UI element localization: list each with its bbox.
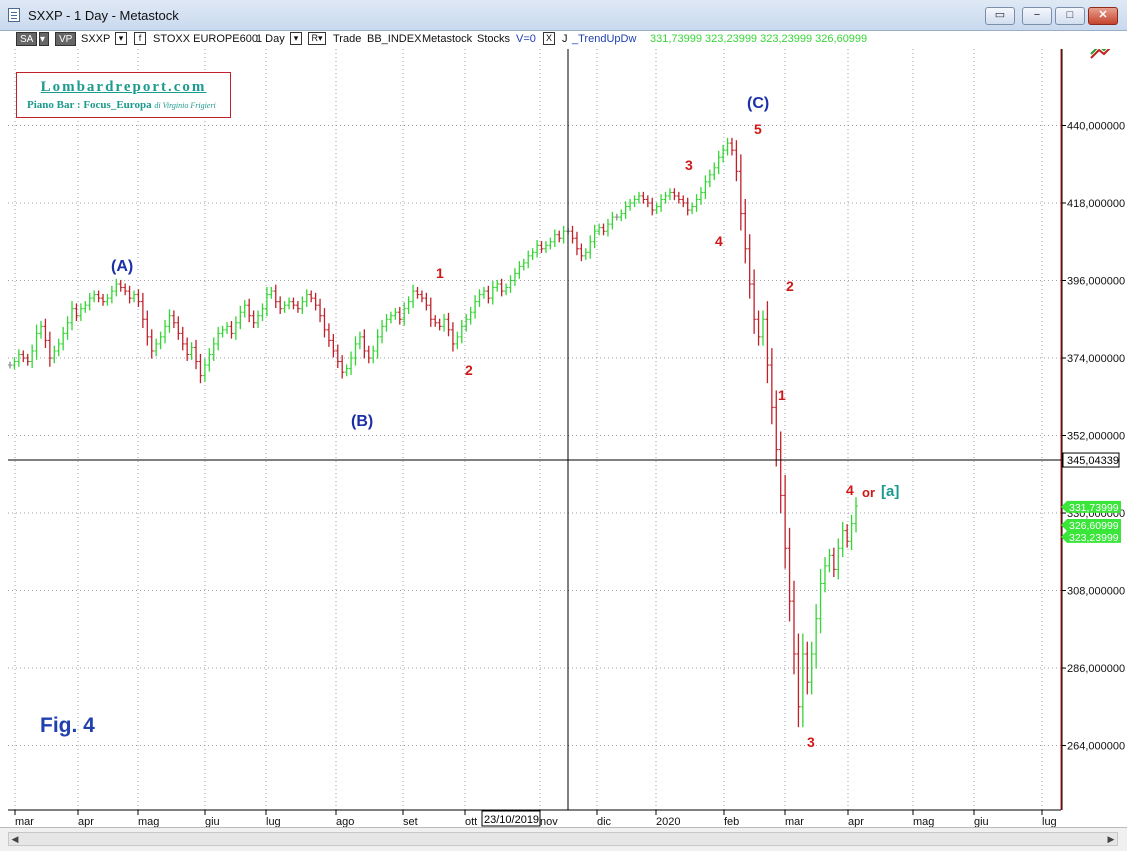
x-tick-label: 2020 — [656, 816, 680, 827]
wave-label-a-alt: [a] — [881, 483, 900, 500]
symbol-label[interactable]: SXXP — [81, 33, 111, 45]
price-tag-label: 323,23999 — [1069, 532, 1119, 544]
plot-area — [8, 49, 1061, 810]
restore-layout-button[interactable]: ▭ — [985, 7, 1015, 25]
wave-label-B: (B) — [351, 413, 374, 430]
x-tick-label: apr — [78, 816, 94, 827]
security-name: STOXX EUROPE600 — [153, 33, 258, 45]
x-tick-label: ott — [465, 816, 477, 827]
x-tick-label: ago — [336, 816, 354, 827]
volume-label: V=0 — [516, 33, 536, 45]
price-tag-label: 331,73999 — [1069, 502, 1119, 514]
maximize-button[interactable]: □ — [1055, 7, 1085, 25]
scroll-right-icon[interactable]: ▶ — [1107, 834, 1115, 844]
x-tick-label: giu — [205, 816, 220, 827]
crosshair-date-box — [481, 810, 541, 827]
trend-icon-green — [1090, 49, 1107, 55]
wave-label-A: (A) — [111, 258, 134, 275]
source-label: BB_INDEX — [367, 33, 422, 45]
indicator-values: 331,73999 323,23999 323,23999 326,60999 — [650, 33, 868, 45]
y-tick-label: 308,000000 — [1067, 586, 1125, 598]
sa-dropdown-icon[interactable]: ▾ — [39, 32, 49, 46]
period-dropdown-button[interactable]: ▾ — [290, 32, 302, 45]
window-titlebar: SXXP - 1 Day - Metastock ▭ − □ ✕ — [0, 0, 1127, 31]
x-tick-label: lug — [266, 816, 281, 827]
x-tick-label: feb — [724, 816, 739, 827]
market-label: Stocks — [477, 33, 511, 45]
x-tick-label: set — [403, 816, 418, 827]
period-label[interactable]: 1 Day — [256, 33, 285, 45]
y-tick-label: 286,000000 — [1067, 663, 1125, 675]
wave-label-1-first: 1 — [436, 265, 444, 281]
y-tick-label: 264,000000 — [1067, 741, 1125, 753]
minimize-button[interactable]: − — [1022, 7, 1052, 25]
logo-author: di Virginio Frigieri — [154, 101, 216, 110]
wave-label-1-decline: 1 — [778, 387, 786, 403]
status-bar: ◀ ▶ — [0, 827, 1127, 851]
wave-label-C: (C) — [747, 95, 770, 112]
crosshair-date-label: 23/10/2019 — [484, 814, 539, 826]
sa-button[interactable]: SA — [16, 32, 38, 46]
x-tick-label: lug — [1042, 816, 1057, 827]
price-tag-label: 326,60999 — [1069, 520, 1119, 532]
x-tick-label: giu — [974, 816, 989, 827]
vendor-label: Metastock — [422, 33, 473, 45]
wave-label-3-upper: 3 — [685, 157, 693, 173]
restore-icon: ▭ — [994, 9, 1006, 21]
price-chart[interactable]: 440,000000 418,000000 396,000000 374,000000… — [0, 49, 1127, 827]
logo-subtitle: Piano Bar : Focus_Europa di Virginio Fri… — [27, 99, 216, 111]
chart-toolbar: SA ▾ VP SXXP ▾ f STOXX EUROPE600 1 Day ▾… — [0, 31, 1127, 49]
price-tag — [1061, 500, 1121, 513]
formula-box-button[interactable]: f — [134, 32, 146, 45]
x-tick-label: mar — [15, 816, 34, 827]
price-tag — [1061, 530, 1121, 543]
wave-label-2-first: 2 — [465, 362, 473, 378]
trade-label: Trade — [333, 33, 362, 45]
x-tick-label: mag — [913, 816, 934, 827]
x-tick-label: mar — [785, 816, 804, 827]
horizontal-scrollbar[interactable]: ◀ ▶ — [8, 832, 1118, 846]
price-tag — [1061, 518, 1121, 531]
indicator-name[interactable]: _TrendUpDw — [572, 33, 637, 45]
lombardreport-logo: Lombardreport.com Piano Bar : Focus_Euro… — [16, 72, 231, 118]
logo-focus: Piano Bar : Focus_Europa — [27, 99, 152, 111]
x-tick-label: dic — [597, 816, 612, 827]
j-label: J — [562, 33, 568, 45]
y-tick-label: 418,000000 — [1067, 198, 1125, 210]
wave-label-2-decline: 2 — [786, 278, 794, 294]
vp-button[interactable]: VP — [55, 32, 77, 46]
figure-label: Fig. 4 — [40, 714, 95, 737]
x-tick-label: mag — [138, 816, 159, 827]
y-tick-label: 352,000000 — [1067, 431, 1125, 443]
crosshair-price-box — [1062, 452, 1120, 468]
wave-label-5: 5 — [754, 121, 762, 137]
wave-label-or: or — [862, 485, 875, 500]
close-button[interactable]: ✕ — [1088, 7, 1118, 25]
y-tick-label: 396,000000 — [1067, 276, 1125, 288]
crosshair-price-label: 345,04339 — [1067, 455, 1119, 467]
wave-label-3-decline: 3 — [807, 734, 815, 750]
x-tick-label: nov — [540, 816, 558, 827]
app-document-icon — [8, 8, 20, 22]
x-tick-label: apr — [848, 816, 864, 827]
r-dropdown-button[interactable]: R▾ — [308, 32, 326, 45]
logo-title: Lombardreport.com — [40, 79, 207, 95]
wave-label-4-decline: 4 — [846, 482, 854, 498]
close-indicator-button[interactable]: X — [543, 32, 555, 45]
window-title: SXXP - 1 Day - Metastock — [28, 8, 179, 23]
y-tick-label: 440,000000 — [1067, 121, 1125, 133]
scroll-left-icon[interactable]: ◀ — [11, 834, 19, 844]
wave-label-4-upper: 4 — [715, 233, 723, 249]
trend-icon-red — [1090, 49, 1111, 59]
y-tick-label: 374,000000 — [1067, 353, 1125, 365]
symbol-dropdown-button[interactable]: ▾ — [115, 32, 127, 45]
